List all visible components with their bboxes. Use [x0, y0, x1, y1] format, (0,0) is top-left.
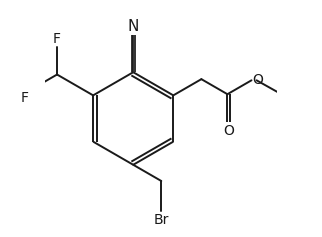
Text: O: O: [253, 73, 263, 87]
Text: F: F: [21, 91, 29, 105]
Text: F: F: [53, 32, 61, 46]
Text: Br: Br: [154, 213, 169, 227]
Text: O: O: [223, 124, 234, 138]
Text: N: N: [128, 19, 139, 34]
